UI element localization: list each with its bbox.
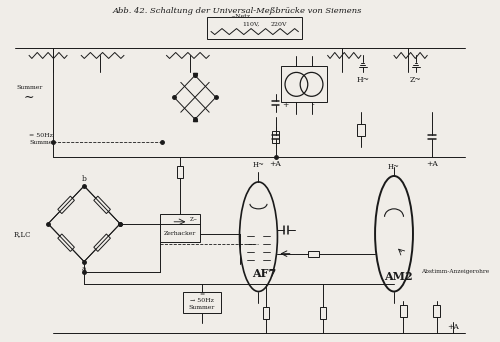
Text: +A: +A [270,160,281,168]
Text: Zerhacker: Zerhacker [164,231,196,236]
Text: =: = [199,292,204,297]
Text: AM2: AM2 [384,271,412,282]
Text: -: - [312,101,315,109]
Bar [272,131,279,143]
Bar [263,307,270,319]
Text: ∼: ∼ [24,91,34,104]
Text: → 50Hz: → 50Hz [190,298,214,303]
Text: AF7: AF7 [252,268,276,279]
Bar [308,251,319,256]
Bar [400,305,407,317]
Text: Summer: Summer [188,305,214,310]
Bar [281,66,326,102]
Bar [176,166,183,178]
Text: H~: H~ [252,161,264,169]
Bar [357,124,364,136]
Text: H~: H~ [388,163,400,171]
Text: Z~: Z~ [190,217,198,222]
Text: H~: H~ [356,76,369,84]
Text: R,LC: R,LC [14,230,31,238]
Text: a: a [82,265,86,273]
Text: +A: +A [426,160,438,168]
Text: Abb. 42. Schaltung der Universal-Meßbrücke von Siemens: Abb. 42. Schaltung der Universal-Meßbrüc… [113,6,362,15]
Bar [208,17,302,39]
Text: b: b [82,175,86,183]
Text: Summer: Summer [16,85,42,90]
Bar [160,214,200,242]
Text: +A: +A [447,324,458,331]
Bar [182,291,220,313]
Text: = 50Hz: = 50Hz [29,133,53,137]
Text: ~Netz: ~Netz [230,14,250,19]
Text: Abstimm-Anzeigerohre: Abstimm-Anzeigerohre [422,269,490,274]
Bar [320,307,326,319]
Text: Summer: Summer [29,140,56,145]
Text: Z~: Z~ [410,76,422,84]
Text: 220V: 220V [271,22,287,27]
Bar [434,305,440,317]
Text: +: + [282,101,288,109]
Text: 110V,: 110V, [242,22,260,27]
